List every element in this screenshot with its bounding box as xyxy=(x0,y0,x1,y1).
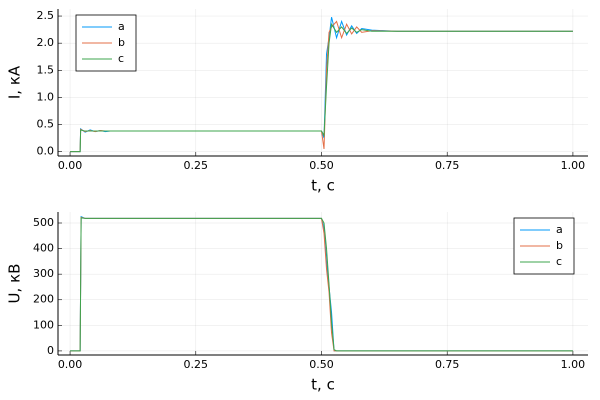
y-tick-label: 0 xyxy=(47,344,54,357)
x-tick-label: 0.75 xyxy=(435,358,460,371)
x-tick-label: 0.50 xyxy=(309,159,334,172)
x-tick-label: 0.75 xyxy=(435,159,460,172)
x-tick-label: 0.00 xyxy=(58,358,83,371)
series-line xyxy=(70,217,573,352)
y-tick-label: 100 xyxy=(33,318,54,331)
x-tick-label: 1.00 xyxy=(561,159,586,172)
legend-label: b xyxy=(556,239,563,252)
legend-label: a xyxy=(556,223,563,236)
legend-label: c xyxy=(118,52,124,65)
legend-label: a xyxy=(118,20,125,33)
legend-label: b xyxy=(118,36,125,49)
x-tick-label: 0.50 xyxy=(309,358,334,371)
x-axis-label: t, c xyxy=(311,376,335,394)
y-tick-label: 1.0 xyxy=(37,90,55,103)
x-tick-label: 1.00 xyxy=(561,358,586,371)
x-tick-label: 0.00 xyxy=(58,159,83,172)
y-tick-label: 0.5 xyxy=(37,118,55,131)
x-tick-label: 0.25 xyxy=(184,358,209,371)
y-tick-label: 2.5 xyxy=(37,9,55,22)
y-tick-label: 300 xyxy=(33,267,54,280)
x-tick-label: 0.25 xyxy=(184,159,209,172)
y-tick-label: 500 xyxy=(33,216,54,229)
y-axis-label: U, кВ xyxy=(6,264,24,304)
series-line xyxy=(70,216,573,352)
y-tick-label: 0.0 xyxy=(37,145,55,158)
y-tick-label: 400 xyxy=(33,242,54,255)
series-line xyxy=(70,22,573,153)
legend-label: c xyxy=(556,255,562,268)
y-tick-label: 200 xyxy=(33,293,54,306)
x-axis-label: t, c xyxy=(311,177,335,195)
y-tick-label: 2.0 xyxy=(37,36,55,49)
y-axis-label: I, кА xyxy=(6,65,24,99)
y-tick-label: 1.5 xyxy=(37,63,55,76)
